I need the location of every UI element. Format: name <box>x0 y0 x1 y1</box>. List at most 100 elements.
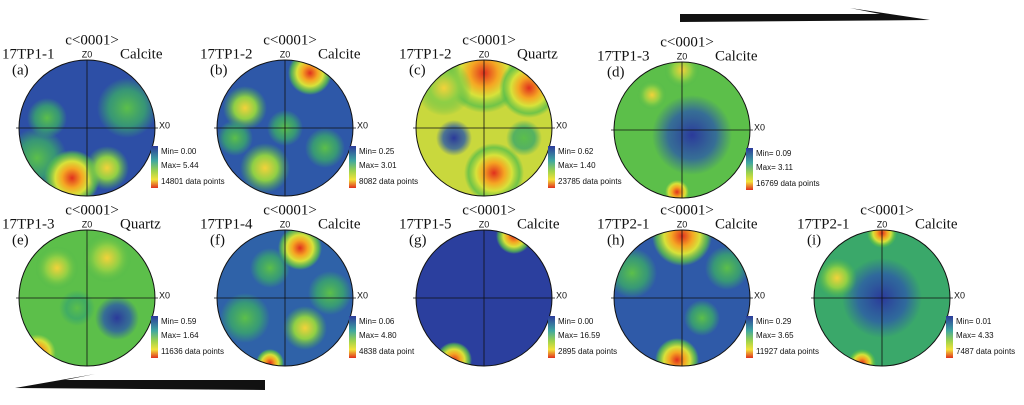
sample-name: 17TP2-1 <box>597 216 650 232</box>
density-map <box>19 60 155 196</box>
data-points: 14801 data points <box>161 177 225 186</box>
sample-name: 17TP1-2 <box>200 46 253 62</box>
density-blob <box>637 80 667 110</box>
color-scale <box>946 316 953 358</box>
panel-letter: (d) <box>607 64 625 80</box>
min-value: Min= 0.09 <box>756 149 792 158</box>
density-blob <box>27 98 67 138</box>
density-blob <box>223 86 267 130</box>
density-blob <box>19 331 59 366</box>
mineral-name: Calcite <box>120 46 163 62</box>
z-label: Z0 <box>877 219 888 229</box>
sample-name: 17TP1-3 <box>2 216 55 232</box>
x-label: X0 <box>954 290 965 300</box>
max-value: Max= 3.01 <box>359 161 397 170</box>
color-scale <box>151 146 158 188</box>
axis-title: c<0001> <box>860 202 914 218</box>
panel-letter: (g) <box>409 232 427 248</box>
pole-figure-panel: Z0 X0 c<0001> 17TP1-2 Calcite (b) Min= 0.25 Max… <box>200 32 418 197</box>
max-value: Max= 4.33 <box>956 331 994 340</box>
data-points: 23785 data points <box>558 177 622 186</box>
mineral-name: Quartz <box>120 216 161 232</box>
density-map <box>19 230 155 366</box>
mineral-name: Calcite <box>318 216 361 232</box>
min-value: Min= 0.62 <box>558 147 594 156</box>
density-blob <box>436 120 472 156</box>
density-blob <box>499 60 552 118</box>
pole-figure-panel: Z0 X0 c<0001> 17TP1-3 Quartz (e) Min= 0.59 Max=… <box>2 202 224 367</box>
density-blob <box>35 246 79 290</box>
panel-letter: (b) <box>210 62 228 78</box>
pole-figure-panel: Z0 X0 c<0001> 17TP2-1 Calcite (h) Min= 0.29 Max… <box>597 202 819 367</box>
density-blob <box>817 258 857 298</box>
density-blob <box>278 230 322 270</box>
x-label: X0 <box>159 120 170 130</box>
sample-name: 17TP1-3 <box>597 48 650 64</box>
mineral-name: Calcite <box>517 216 560 232</box>
sample-name: 17TP1-1 <box>2 46 55 62</box>
min-value: Min= 0.00 <box>558 317 594 326</box>
density-blob <box>240 143 290 193</box>
mineral-name: Calcite <box>915 216 958 232</box>
z-label: Z0 <box>82 219 93 229</box>
x-label: X0 <box>556 120 567 130</box>
min-value: Min= 0.06 <box>359 317 395 326</box>
z-label: Z0 <box>479 49 490 59</box>
x-label: X0 <box>357 120 368 130</box>
x-label: X0 <box>357 290 368 300</box>
axis-title: c<0001> <box>462 32 516 48</box>
data-points: 7487 data points <box>956 347 1015 356</box>
shear-arrow-right <box>680 8 930 22</box>
data-points: 4838 data point <box>359 347 415 356</box>
max-value: Max= 3.11 <box>756 163 794 172</box>
density-blob <box>217 120 253 156</box>
density-blob <box>464 143 524 196</box>
sample-name: 17TP1-2 <box>399 46 452 62</box>
data-points: 2895 data points <box>558 347 617 356</box>
panel-letter: (a) <box>12 62 29 78</box>
mineral-name: Quartz <box>517 46 558 62</box>
x-label: X0 <box>556 290 567 300</box>
x-label: X0 <box>159 290 170 300</box>
pole-figure-panel: Z0 X0 c<0001> 17TP1-2 Quartz (c) Min= 0.62 Max=… <box>399 32 622 197</box>
data-points: 8082 data points <box>359 177 418 186</box>
pole-figure-panel: Z0 X0 c<0001> 17TP2-1 Calcite (i) Min= 0.01 Max… <box>797 202 1015 367</box>
density-blob <box>705 246 749 290</box>
data-points: 11927 data points <box>756 347 819 356</box>
x-label: X0 <box>754 122 765 132</box>
density-blob <box>283 306 327 350</box>
max-value: Max= 1.40 <box>558 161 596 170</box>
pole-figure-panel: Z0 X0 c<0001> 17TP1-4 Calcite (f) Min= 0.06 Max… <box>200 202 415 367</box>
axis-title: c<0001> <box>462 202 516 218</box>
color-scale <box>548 316 555 358</box>
density-blob <box>220 293 270 343</box>
color-scale <box>746 316 753 358</box>
color-scale <box>746 148 753 190</box>
density-blob <box>663 178 691 198</box>
mineral-name: Calcite <box>715 48 758 64</box>
sample-name: 17TP1-5 <box>399 216 452 232</box>
color-scale <box>151 316 158 358</box>
max-value: Max= 3.65 <box>756 331 794 340</box>
mineral-name: Calcite <box>715 216 758 232</box>
max-value: Max= 5.44 <box>161 161 199 170</box>
density-blob <box>97 78 155 138</box>
axis-title: c<0001> <box>660 34 714 50</box>
density-blob <box>652 95 732 175</box>
panel-letter: (e) <box>12 232 29 248</box>
density-blob <box>655 338 699 366</box>
data-points: 11636 data points <box>161 347 224 356</box>
axis-title: c<0001> <box>263 202 317 218</box>
color-scale <box>548 146 555 188</box>
mineral-name: Calcite <box>318 46 361 62</box>
max-value: Max= 4.80 <box>359 331 397 340</box>
panel-letter: (f) <box>210 232 225 248</box>
density-blob <box>308 271 352 315</box>
z-label: Z0 <box>479 219 490 229</box>
data-points: 16769 data points <box>756 179 820 188</box>
max-value: Max= 1.64 <box>161 331 199 340</box>
density-blob <box>684 300 720 336</box>
max-value: Max= 16.59 <box>558 331 601 340</box>
panel-letter: (c) <box>409 62 426 78</box>
